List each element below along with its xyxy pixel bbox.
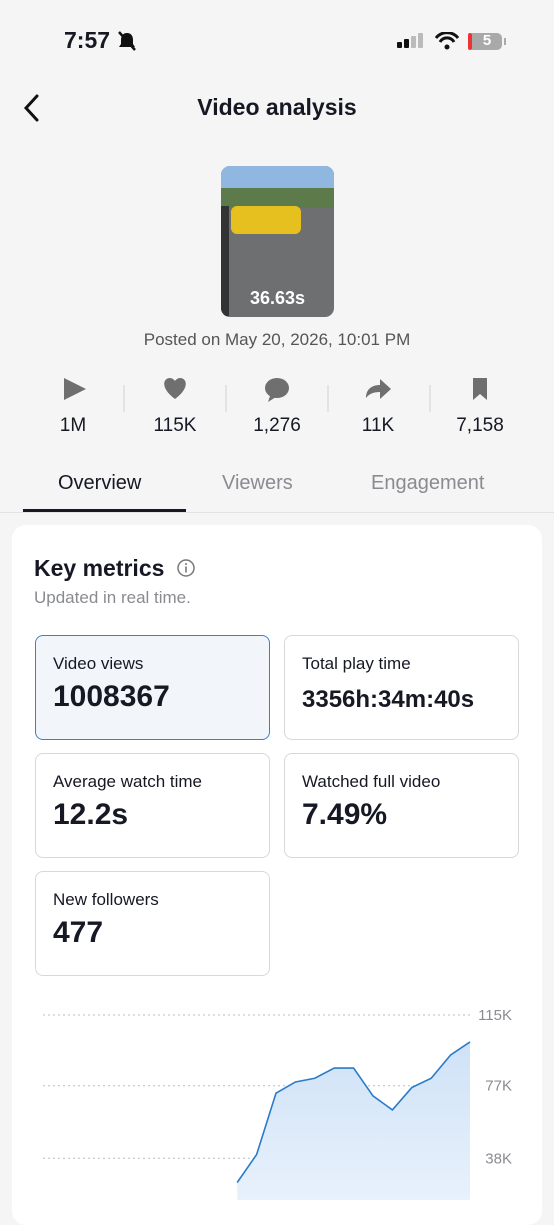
metric-label: New followers	[53, 890, 159, 909]
likes-count: 115K	[153, 415, 197, 436]
metric-label: Average watch time	[53, 772, 202, 791]
shares-count: 11K	[361, 415, 395, 436]
section-subtitle: Updated in real time.	[34, 588, 191, 607]
screen: 7:57 5 Video analysis 36.63s Posted on M…	[0, 27, 554, 1200]
metric-box[interactable]: Total play time 3356h:34m:40s	[284, 635, 519, 740]
back-button[interactable]	[20, 94, 44, 122]
metric-value: 12.2s	[53, 798, 129, 831]
metric-value: 3356h:34m:40s	[302, 686, 475, 713]
status-icons	[397, 32, 506, 50]
metric-label: Watched full video	[302, 772, 441, 791]
metric-box[interactable]: Video views 1008367	[35, 635, 270, 740]
mute-icon	[118, 31, 136, 51]
metric-value: 7.49%	[302, 798, 388, 831]
tab-divider	[0, 512, 554, 513]
info-icon[interactable]	[176, 558, 196, 578]
saves-count: 7,158	[456, 415, 504, 436]
tab-indicator	[23, 509, 186, 512]
metric-value: 1008367	[53, 680, 170, 713]
y-tick-label: 38K	[485, 1150, 512, 1167]
video-duration: 36.63s	[249, 288, 306, 308]
metric-value: 477	[53, 916, 104, 949]
stat-icons	[64, 378, 487, 412]
area-fill	[237, 1041, 470, 1200]
views-line	[236, 1041, 471, 1183]
section-title: Key metrics	[34, 555, 165, 581]
tab[interactable]: Viewers	[222, 472, 293, 494]
y-tick-label: 77K	[485, 1078, 512, 1095]
video-thumbnail[interactable]	[221, 166, 334, 317]
views-count: 1M	[59, 415, 87, 436]
battery-level: 5	[482, 32, 492, 49]
y-tick-label: 115K	[478, 1007, 512, 1024]
posted-date: Posted on May 20, 2026, 10:01 PM	[143, 330, 411, 349]
views-chart: 115K 77K 38K	[43, 1007, 512, 1200]
page-title: Video analysis	[197, 94, 357, 120]
metric-box[interactable]: Watched full video 7.49%	[284, 753, 519, 858]
comments-count: 1,276	[253, 415, 301, 436]
tab[interactable]: Overview	[58, 472, 142, 494]
status-time: 7:57	[64, 27, 111, 53]
metric-box[interactable]: Average watch time 12.2s	[35, 753, 270, 858]
metric-box[interactable]: New followers 477	[35, 871, 270, 976]
metric-label: Video views	[53, 654, 144, 673]
metric-label: Total play time	[302, 654, 411, 673]
tab[interactable]: Engagement	[371, 472, 485, 494]
